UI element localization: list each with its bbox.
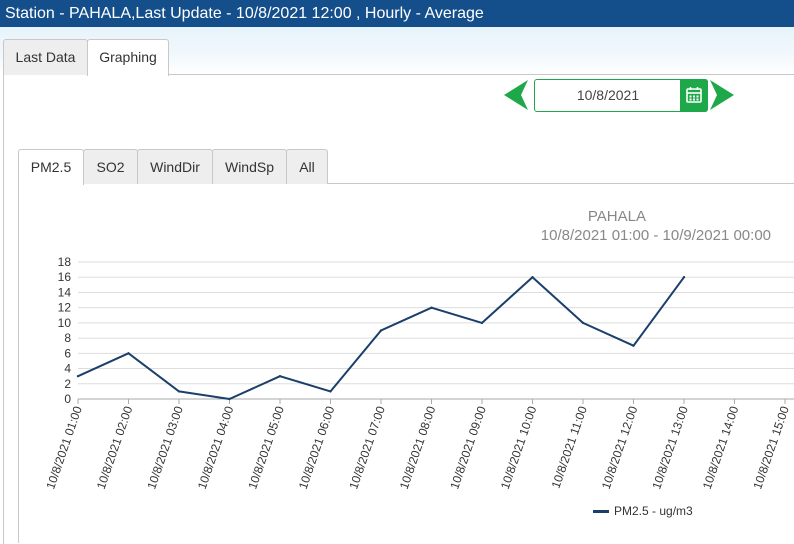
- legend-swatch: [593, 510, 609, 514]
- x-tick-label: 10/8/2021 12:00: [599, 404, 641, 491]
- calendar-icon: [686, 87, 702, 103]
- data-point: [127, 352, 130, 355]
- data-point: [278, 374, 282, 378]
- tab-label: PM2.5: [30, 159, 72, 175]
- x-tick-label: 10/8/2021 09:00: [447, 404, 489, 491]
- x-tick-label: 10/8/2021 14:00: [700, 404, 742, 491]
- station-title-bar: Station - PAHALA,Last Update - 10/8/2021…: [0, 0, 794, 27]
- y-tick-label: 14: [58, 285, 72, 299]
- data-point: [177, 390, 181, 393]
- tab-label: WindSp: [224, 159, 275, 175]
- tab-label: All: [299, 159, 315, 175]
- tab-winddir[interactable]: WindDir: [137, 149, 213, 184]
- y-tick-label: 16: [58, 270, 72, 284]
- y-tick-label: 12: [58, 301, 72, 315]
- x-tick-label: 10/8/2021 13:00: [649, 404, 691, 491]
- station-title: Station - PAHALA,Last Update - 10/8/2021…: [5, 5, 484, 22]
- calendar-button[interactable]: [680, 79, 708, 112]
- legend-label: PM2.5 - ug/m3: [614, 504, 693, 518]
- data-point: [581, 321, 585, 325]
- x-tick-label: 10/8/2021 07:00: [346, 404, 388, 491]
- chart-panel: [18, 183, 794, 543]
- y-tick-label: 2: [64, 377, 71, 391]
- tab-graphing[interactable]: Graphing: [87, 39, 169, 76]
- y-tick-label: 18: [58, 255, 72, 269]
- x-tick-label: 10/8/2021 03:00: [144, 404, 186, 491]
- x-tick-label: 10/8/2021 10:00: [498, 404, 540, 491]
- chevron-left-icon[interactable]: [504, 80, 530, 110]
- tab-all[interactable]: All: [286, 149, 328, 184]
- x-tick-label: 10/8/2021 05:00: [245, 404, 287, 491]
- tab-so2[interactable]: SO2: [83, 149, 138, 184]
- y-tick-label: 6: [64, 346, 71, 360]
- data-point: [430, 306, 433, 309]
- date-picker[interactable]: 10/8/2021: [534, 79, 708, 112]
- chevron-right-icon[interactable]: [708, 80, 734, 110]
- data-point: [329, 390, 332, 393]
- data-point: [228, 397, 231, 401]
- y-tick-label: 0: [64, 392, 71, 406]
- y-tick-label: 4: [64, 362, 71, 376]
- data-point: [379, 329, 383, 332]
- data-point: [480, 321, 484, 325]
- chart-subtitle: 10/8/2021 01:00 - 10/9/2021 00:00: [540, 227, 771, 244]
- x-tick-label: 10/8/2021 01:00: [43, 404, 85, 491]
- x-tick-label: 10/8/2021 06:00: [296, 404, 338, 491]
- tab-pm25[interactable]: PM2.5: [18, 149, 84, 185]
- data-point: [531, 276, 534, 279]
- data-point: [632, 344, 635, 347]
- tab-label: Graphing: [99, 49, 157, 65]
- date-input[interactable]: 10/8/2021: [576, 87, 640, 103]
- tab-label: SO2: [96, 159, 125, 175]
- x-tick-label: 10/8/2021 15:00: [750, 404, 792, 491]
- y-tick-label: 10: [58, 316, 72, 330]
- x-tick-label: 10/8/2021 02:00: [94, 404, 136, 491]
- x-tick-label: 10/8/2021 04:00: [195, 404, 237, 491]
- tab-last-data[interactable]: Last Data: [3, 39, 88, 75]
- chart-title: PAHALA: [587, 208, 646, 225]
- chart-legend[interactable]: PM2.5 - ug/m3: [593, 504, 693, 518]
- tab-label: WindDir: [150, 159, 200, 175]
- data-point: [76, 374, 80, 378]
- y-tick-label: 8: [64, 331, 71, 345]
- tab-label: Last Data: [15, 49, 76, 65]
- x-tick-label: 10/8/2021 08:00: [397, 404, 439, 491]
- data-point: [682, 276, 686, 279]
- x-tick-label: 10/8/2021 11:00: [549, 404, 590, 490]
